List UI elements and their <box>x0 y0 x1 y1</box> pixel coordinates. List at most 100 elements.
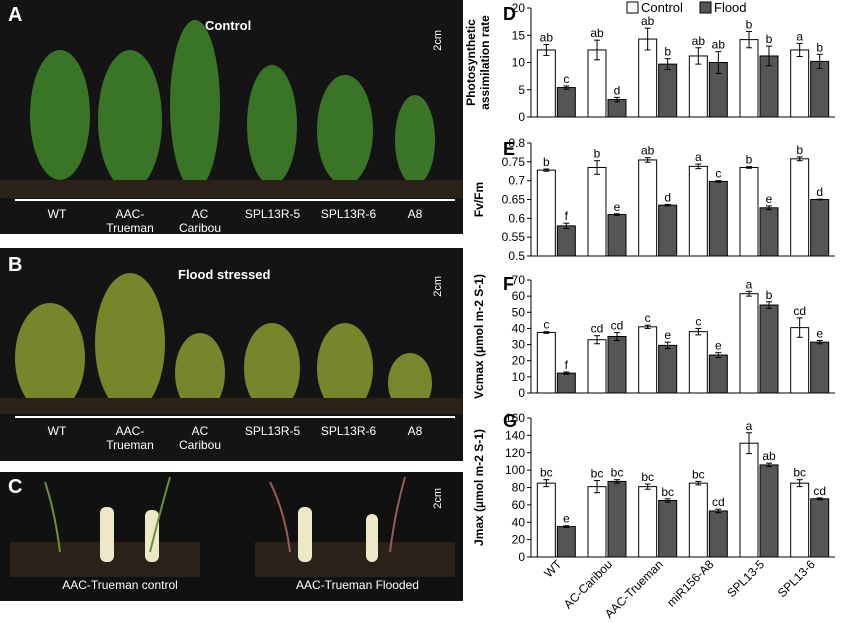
y-tick-label: 0.5 <box>508 249 525 263</box>
label-ac-caribou: AC Caribou <box>178 207 222 234</box>
label-wt: WT <box>47 207 67 221</box>
scale-bar-label: 2cm <box>432 488 444 509</box>
significance-letter: b <box>766 288 773 302</box>
y-tick-label: 20 <box>512 1 526 15</box>
y-tick-label: 0.7 <box>508 174 525 188</box>
significance-letter: a <box>746 419 753 433</box>
significance-letter: a <box>695 150 702 164</box>
bar-control <box>536 482 556 558</box>
significance-letter: ab <box>762 449 776 463</box>
significance-letter: cd <box>793 304 806 318</box>
bar-control <box>536 49 556 118</box>
bar-control <box>688 165 708 257</box>
significance-letter: c <box>563 72 569 86</box>
divider-line <box>15 416 455 418</box>
significance-letter: ab <box>641 14 655 28</box>
significance-letter: bc <box>793 466 806 480</box>
significance-letter: b <box>796 143 803 157</box>
y-tick-label: 0.55 <box>502 230 526 244</box>
bar-control <box>638 326 658 394</box>
bar-flood <box>810 60 830 118</box>
label-a8: A8 <box>407 424 423 438</box>
bar-control <box>587 486 607 558</box>
divider-line <box>15 199 455 201</box>
y-tick-label: 0 <box>518 110 525 124</box>
panel-label-g: G <box>503 411 517 431</box>
x-tick-label: AC-Caribou <box>561 557 615 611</box>
x-tick-label: SPL13-5 <box>724 557 767 600</box>
significance-letter: ab <box>540 31 554 45</box>
bar-flood <box>556 372 576 394</box>
y-tick-label: 30 <box>512 338 526 352</box>
y-tick-label: 140 <box>505 428 525 442</box>
bar-flood <box>759 207 779 257</box>
significance-letter: cd <box>611 318 624 332</box>
bar-flood <box>708 354 728 394</box>
label-wt: WT <box>47 424 67 438</box>
significance-letter: e <box>614 200 621 214</box>
significance-letter: ab <box>692 34 706 48</box>
significance-letter: cd <box>813 484 826 498</box>
legend-control-label: Control <box>641 0 683 15</box>
y-tick-label: 0.75 <box>502 155 526 169</box>
y-tick-label: 0.6 <box>508 211 525 225</box>
panel-label-f: F <box>503 274 514 294</box>
significance-letter: b <box>543 155 550 169</box>
bar-control <box>739 442 759 558</box>
bar-control <box>638 38 658 118</box>
label-spl13r-5: SPL13R-5 <box>244 207 301 221</box>
y-tick-label: 0.65 <box>502 193 526 207</box>
significance-letter: d <box>664 190 671 204</box>
bar-control <box>739 39 759 118</box>
significance-letter: ab <box>712 38 726 52</box>
x-tick-label: SPL13-6 <box>775 557 818 600</box>
significance-letter: cd <box>591 322 604 336</box>
bar-control <box>790 49 810 118</box>
x-tick-label: WT <box>541 557 565 581</box>
y-tick-label: 70 <box>512 273 526 287</box>
y-tick-label: 10 <box>512 56 526 70</box>
y-tick-label: 160 <box>505 411 525 425</box>
chart-panel-e: E 0.5 0.55 0.6 0.65 0.7 0.75 0.8 Fv/Fm b f b e ab d ac b… <box>472 136 835 263</box>
significance-letter: b <box>746 153 753 167</box>
bar-flood <box>708 180 728 257</box>
significance-letter: e <box>715 339 722 353</box>
panel-label-c: C <box>8 476 23 498</box>
y-axis-label: Fv/Fm <box>472 182 486 217</box>
significance-letter: b <box>766 32 773 46</box>
bar-flood <box>607 480 627 558</box>
plant-photo-b <box>0 248 463 461</box>
bar-control <box>587 339 607 394</box>
chart-panel-g: G 0 20 40 60 80 100 120 140 160 Jmax (µmol m-2 S-1… <box>472 411 835 621</box>
significance-letter: e <box>563 512 570 526</box>
bar-flood <box>759 464 779 558</box>
significance-letter: b <box>664 45 671 59</box>
chart-panel-f: F 0 10 20 30 40 50 60 70 Vcmax (µmol m-2 S-1) c f cd… <box>472 273 835 400</box>
y-tick-label: 20 <box>512 354 526 368</box>
significance-letter: bc <box>692 467 705 481</box>
label-ac-caribou: AC Caribou <box>178 424 222 452</box>
significance-letter: c <box>695 314 701 328</box>
y-axis-label: Vcmax (µmol m-2 S-1) <box>472 274 486 399</box>
bar-flood <box>810 199 830 257</box>
label-aac-trueman: AAC- Trueman <box>106 207 154 234</box>
bar-control <box>587 166 607 257</box>
photo-title-control: Control <box>205 18 252 33</box>
bar-control <box>536 169 556 257</box>
significance-letter: c <box>543 318 549 332</box>
y-axis-label: Photosyntheticassimilation rate <box>464 15 492 110</box>
label-a8: A8 <box>407 207 423 221</box>
significance-letter: ab <box>590 26 604 40</box>
significance-letter: d <box>614 83 621 97</box>
significance-letter: b <box>746 17 753 31</box>
bar-flood <box>556 526 576 558</box>
significance-letter: b <box>594 147 601 161</box>
significance-letter: e <box>816 327 823 341</box>
photo-panel-b: B Flood stressed 2cm WT AAC- Trueman AC … <box>0 248 463 461</box>
plant-photo-a <box>0 0 463 234</box>
bar-control <box>739 166 759 257</box>
legend: Control Flood <box>626 0 747 15</box>
panel-label-a: A <box>8 4 23 26</box>
bar-control <box>688 482 708 558</box>
scale-bar-label: 2cm <box>432 276 444 297</box>
